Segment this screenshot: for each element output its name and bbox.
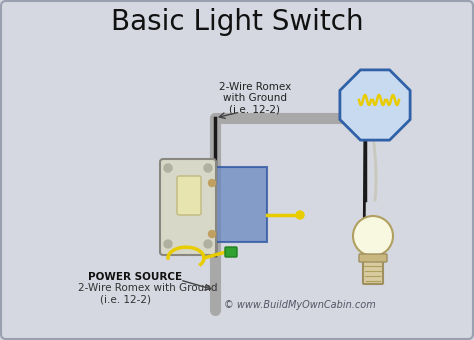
Circle shape [209, 180, 216, 187]
FancyBboxPatch shape [215, 167, 267, 242]
Circle shape [296, 211, 304, 219]
FancyBboxPatch shape [359, 254, 387, 262]
Text: (i.e. 12-2): (i.e. 12-2) [229, 104, 281, 114]
Text: with Ground: with Ground [223, 93, 287, 103]
Text: © www.BuildMyOwnCabin.com: © www.BuildMyOwnCabin.com [224, 300, 376, 310]
Text: Basic Light Switch: Basic Light Switch [111, 8, 363, 36]
Circle shape [164, 240, 172, 248]
Circle shape [204, 240, 212, 248]
FancyBboxPatch shape [177, 176, 201, 215]
Text: 2-Wire Romex with Ground: 2-Wire Romex with Ground [78, 283, 218, 293]
Text: (i.e. 12-2): (i.e. 12-2) [100, 294, 151, 304]
FancyBboxPatch shape [363, 260, 383, 284]
Text: POWER SOURCE: POWER SOURCE [88, 272, 182, 282]
Circle shape [209, 231, 216, 238]
Text: 2-Wire Romex: 2-Wire Romex [219, 82, 291, 92]
Polygon shape [340, 70, 410, 140]
FancyBboxPatch shape [160, 159, 216, 255]
Circle shape [204, 164, 212, 172]
FancyBboxPatch shape [225, 247, 237, 257]
Circle shape [164, 164, 172, 172]
Circle shape [353, 216, 393, 256]
